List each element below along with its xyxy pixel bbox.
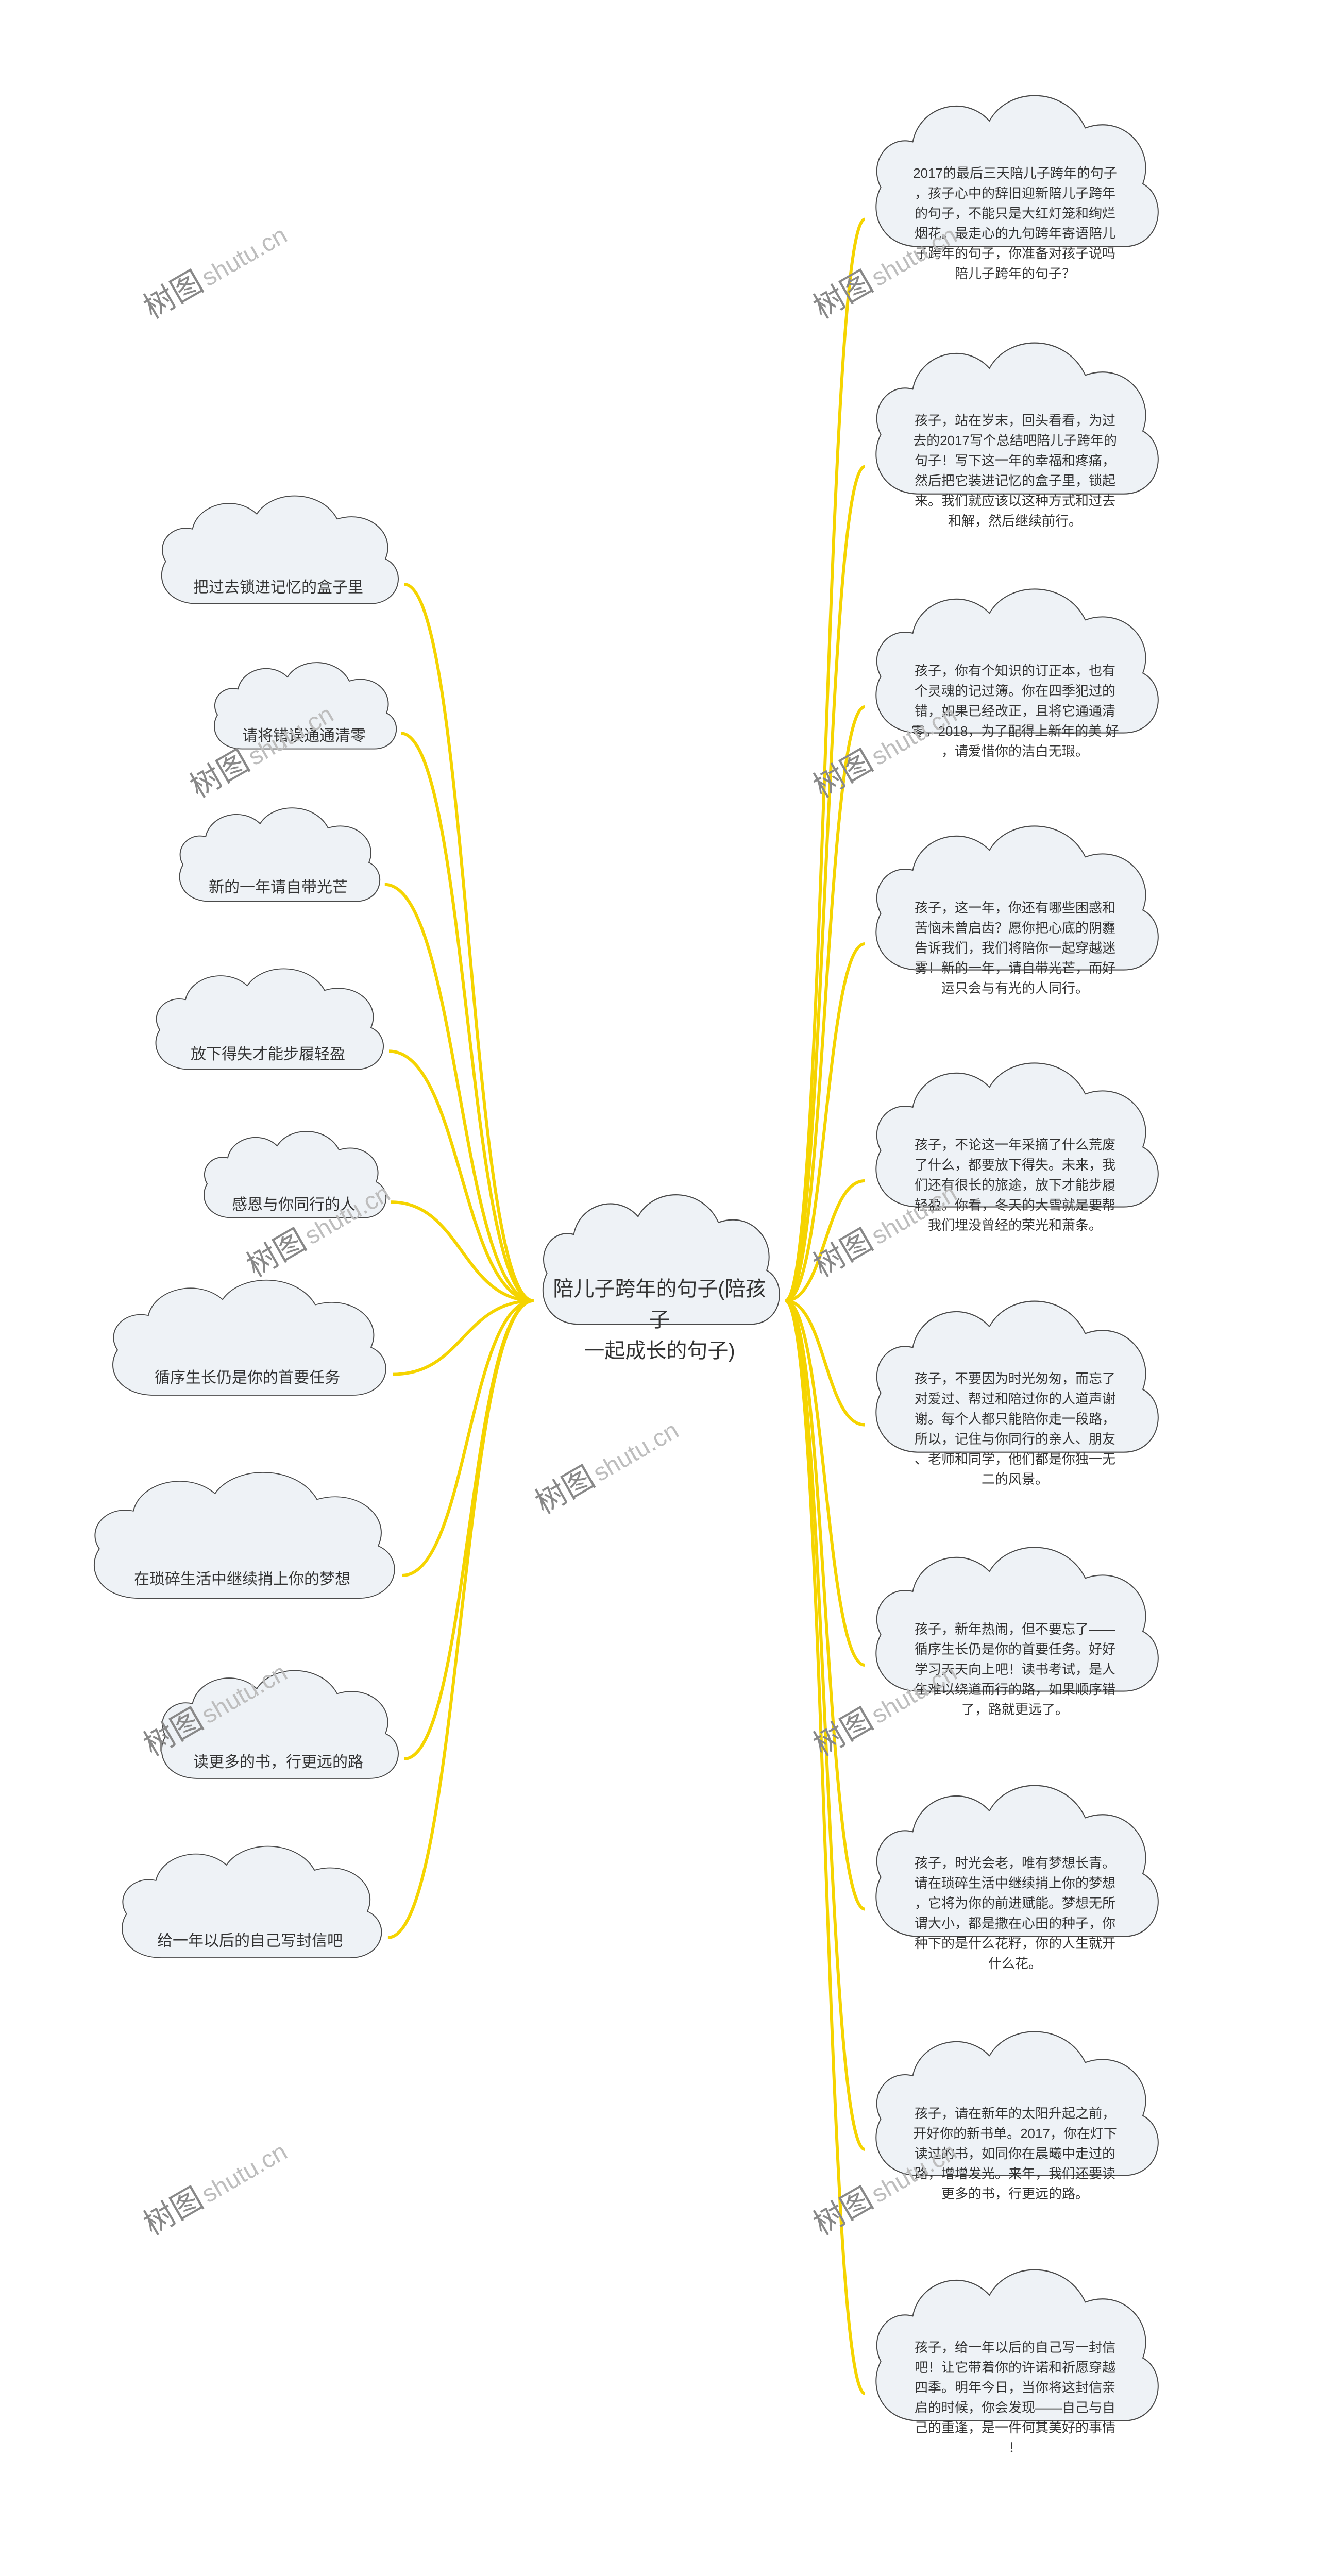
right-node-8-label: 孩子，请在新年的太阳升起之前， 开好你的新书单。2017，你在灯下 读过的书，如… xyxy=(855,2104,1175,2204)
left-node-2-label: 新的一年请自带光芒 xyxy=(165,876,392,899)
watermark-en: shutu.cn xyxy=(197,222,292,292)
right-node-4-label: 孩子，不论这一年采摘了什么荒废 了什么，都要放下得失。未来，我 们还有很长的旅途… xyxy=(855,1135,1175,1235)
watermark-5: 树图shutu.cn xyxy=(526,1404,685,1522)
left-node-1: 请将错误通通清零 xyxy=(201,649,407,773)
watermark-cn: 树图 xyxy=(530,1460,600,1520)
right-node-0-label: 2017的最后三天陪儿子跨年的句子 ，孩子心中的辞旧迎新陪儿子跨年 的句子，不能… xyxy=(855,163,1175,284)
watermark-cn: 树图 xyxy=(138,2181,209,2242)
left-node-7-label: 读更多的书，行更远的路 xyxy=(144,1751,412,1774)
left-node-6-label: 在琐碎生活中继续捎上你的梦想 xyxy=(72,1568,412,1591)
left-node-2: 新的一年请自带光芒 xyxy=(165,793,392,927)
watermark-en: shutu.cn xyxy=(197,2138,292,2209)
left-node-3: 放下得失才能步履轻盈 xyxy=(139,953,397,1097)
right-node-7: 孩子，时光会老，唯有梦想长青。 请在琐碎生活中继续捎上你的梦想 ，它将为你的前进… xyxy=(855,1762,1175,1978)
right-node-2-label: 孩子，你有个知识的订正本，也有 个灵魂的记过簿。你在四季犯过的 错，如果已经改正… xyxy=(855,661,1175,761)
right-node-1-label: 孩子，站在岁末，回头看看，为过 去的2017写个总结吧陪儿子跨年的 句子！写下这… xyxy=(855,411,1175,531)
left-node-1-label: 请将错误通通清零 xyxy=(201,724,407,748)
left-node-3-label: 放下得失才能步履轻盈 xyxy=(139,1043,397,1066)
watermark-0: 树图shutu.cn xyxy=(134,209,294,327)
left-node-4-label: 感恩与你同行的人 xyxy=(191,1193,397,1216)
watermark-cn: 树图 xyxy=(138,264,209,325)
right-node-9: 孩子，给一年以后的自己写一封信 吧！让它带着你的许诺和祈愿穿越 四季。明年今日，… xyxy=(855,2246,1175,2463)
center-node-label: 陪儿子跨年的句子(陪孩子 一起成长的句子) xyxy=(526,1274,793,1366)
left-node-7: 读更多的书，行更远的路 xyxy=(144,1654,412,1808)
right-node-5-label: 孩子，不要因为时光匆匆，而忘了 对爱过、帮过和陪过你的人道声谢 谢。每个人都只能… xyxy=(855,1369,1175,1489)
right-node-6: 孩子，新年热闹，但不要忘了—— 循序生长仍是你的首要任务。好好 学习天天向上吧！… xyxy=(855,1525,1175,1731)
center-node: 陪儿子跨年的句子(陪孩子 一起成长的句子) xyxy=(526,1175,793,1360)
right-node-3-label: 孩子，这一年，你还有哪些困惑和 苦恼未曾启齿？愿你把心底的阴霾 告诉我们，我们将… xyxy=(855,898,1175,998)
left-node-0-label: 把过去锁进记忆的盒子里 xyxy=(144,576,412,599)
left-node-5: 循序生长仍是你的首要任务 xyxy=(93,1262,402,1427)
left-node-8-label: 给一年以后的自己写封信吧 xyxy=(103,1929,397,1953)
left-node-6: 在琐碎生活中继续捎上你的梦想 xyxy=(72,1453,412,1633)
right-node-8: 孩子，请在新年的太阳升起之前， 开好你的新书单。2017，你在灯下 读过的书，如… xyxy=(855,2009,1175,2215)
watermark-en: shutu.cn xyxy=(589,1417,684,1487)
watermark-9: 树图shutu.cn xyxy=(134,2126,294,2244)
right-node-1: 孩子，站在岁末，回头看看，为过 去的2017写个总结吧陪儿子跨年的 句子！写下这… xyxy=(855,319,1175,536)
left-node-0: 把过去锁进记忆的盒子里 xyxy=(144,479,412,634)
right-node-5: 孩子，不要因为时光匆匆，而忘了 对爱过、帮过和陪过你的人道声谢 谢。每个人都只能… xyxy=(855,1278,1175,1494)
right-node-3: 孩子，这一年，你还有哪些困惑和 苦恼未曾启齿？愿你把心底的阴霾 告诉我们，我们将… xyxy=(855,804,1175,1010)
right-node-0: 2017的最后三天陪儿子跨年的句子 ，孩子心中的辞旧迎新陪儿子跨年 的句子，不能… xyxy=(855,72,1175,289)
right-node-4: 孩子，不论这一年采摘了什么荒废 了什么，都要放下得失。未来，我 们还有很长的旅途… xyxy=(855,1041,1175,1247)
right-node-9-label: 孩子，给一年以后的自己写一封信 吧！让它带着你的许诺和祈愿穿越 四季。明年今日，… xyxy=(855,2337,1175,2458)
right-node-2: 孩子，你有个知识的订正本，也有 个灵魂的记过簿。你在四季犯过的 错，如果已经改正… xyxy=(855,567,1175,773)
left-node-5-label: 循序生长仍是你的首要任务 xyxy=(93,1366,402,1389)
left-node-8: 给一年以后的自己写封信吧 xyxy=(103,1829,397,1989)
right-node-6-label: 孩子，新年热闹，但不要忘了—— 循序生长仍是你的首要任务。好好 学习天天向上吧！… xyxy=(855,1619,1175,1720)
right-node-7-label: 孩子，时光会老，唯有梦想长青。 请在琐碎生活中继续捎上你的梦想 ，它将为你的前进… xyxy=(855,1853,1175,1974)
left-node-4: 感恩与你同行的人 xyxy=(191,1118,397,1242)
